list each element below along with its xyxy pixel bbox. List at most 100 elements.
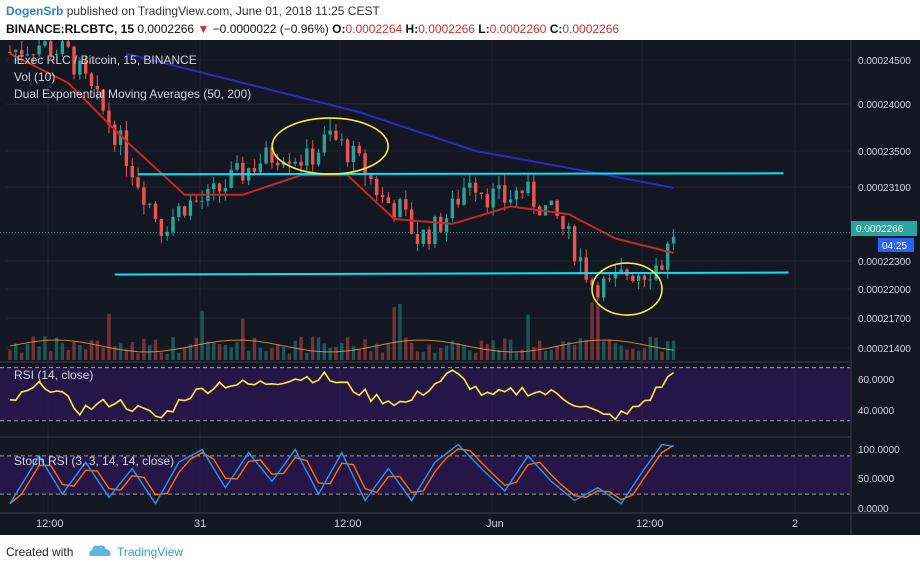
volume-bar [83,349,88,360]
candle-body [503,185,507,203]
tradingview-cloud-icon[interactable] [88,544,112,558]
candle-body [584,257,588,280]
candle-body [444,218,449,232]
candle-body [124,130,129,167]
volume-bar [101,347,105,360]
candlesticks [8,40,676,302]
stoch-tick: 100.0000 [858,445,900,456]
volume-bar [305,352,309,360]
volume-bar [642,348,647,360]
rsi-pane [0,367,850,422]
low-value: 0.0002260 [489,22,547,36]
stoch-rsi-label: Stoch RSI (3, 3, 14, 14, close) [14,454,174,468]
volume-bar [602,341,606,360]
candle-body [392,203,396,218]
main-pane-title: iExec RLC / Bitcoin, 15, BINANCE [14,53,197,67]
time-tick: 12:00 [636,518,664,530]
rsi-line [9,369,675,421]
tradingview-link[interactable]: TradingView [117,545,184,559]
volume-bar [246,350,251,360]
price-tick: 0.00023100 [858,183,911,194]
time-tick: 12:00 [36,518,64,530]
candle-body [607,278,612,280]
price-tick: 0.00022000 [858,285,911,296]
candle-body [113,124,117,145]
author-name[interactable]: DogenSrb [6,4,64,18]
candle-body [433,216,437,245]
stoch-k-line [9,443,674,505]
volume-bar [177,352,181,360]
candle-body [375,179,379,196]
candle-body [43,41,47,46]
price-tick: 0.00021700 [858,314,911,325]
candle-body [310,148,315,165]
last-price: 0.0002266 [137,22,195,36]
candle-body [293,161,297,164]
highlight-ellipse-bottom [591,262,663,316]
volume-bar [310,336,315,360]
candle-body [89,73,94,86]
volume-bar [287,353,292,360]
ema200-line [126,52,674,189]
volume-bar [43,336,47,360]
moving-averages [9,52,674,254]
candle-body [357,145,361,154]
candle-body [450,198,455,219]
candle-body [409,209,414,234]
candle-body [404,199,408,210]
volume-bar [549,349,554,360]
candle-body [380,195,385,198]
time-tick: 12:00 [334,518,362,530]
volume-bar [217,344,222,360]
volume-bar [398,303,402,360]
volume-bar [433,352,437,360]
chart-canvas[interactable]: iExec RLC / Bitcoin, 15, BINANCE Vol (10… [0,40,920,535]
stoch-rsi-pane [0,443,850,505]
volume-bar [625,349,629,360]
candle-body [276,162,280,166]
candle-body [590,279,594,286]
volume-bar [537,340,542,360]
volume-bar [497,349,501,360]
candle-body [235,162,239,170]
candle-body [578,257,583,262]
volume-bar [223,344,228,360]
candle-body [66,41,70,47]
ema-label: Dual Exponential Moving Averages (50, 20… [14,87,251,101]
high-label: H: [405,22,419,36]
time-tick: 31 [194,518,206,530]
highlight-ellipse-top [271,117,389,175]
volume-bar [648,336,652,360]
rsi-label: RSI (14, close) [14,368,93,382]
candle-body [572,226,577,262]
volume-bar [596,304,600,360]
volume-bar [607,339,612,360]
candle-body [613,273,618,279]
candle-body [194,200,198,202]
candle-body [322,134,327,153]
volume-label: Vol (10) [14,70,55,84]
volume-bar [188,344,193,360]
volume-bar [171,337,175,360]
grid-lines [0,40,920,535]
candle-body [217,183,222,192]
candle-body [54,53,59,56]
volume-bar [235,341,239,360]
volume-bar [613,343,618,360]
volume-bar [526,314,530,360]
candle-body [223,187,228,192]
candle-body [345,139,350,163]
candle-body [107,110,111,125]
volume-bar [264,351,268,360]
price-tick: 0.00024500 [858,56,911,67]
candle-body [95,85,100,90]
candle-body [497,185,501,189]
created-with-text: Created with [6,545,74,559]
volume-bar [567,342,571,360]
volume-bar [636,350,641,360]
candle-body [8,51,12,53]
volume-bar [654,337,658,360]
volume-bar [194,337,198,360]
volume-bar [8,349,12,360]
volume-bar [363,339,367,360]
